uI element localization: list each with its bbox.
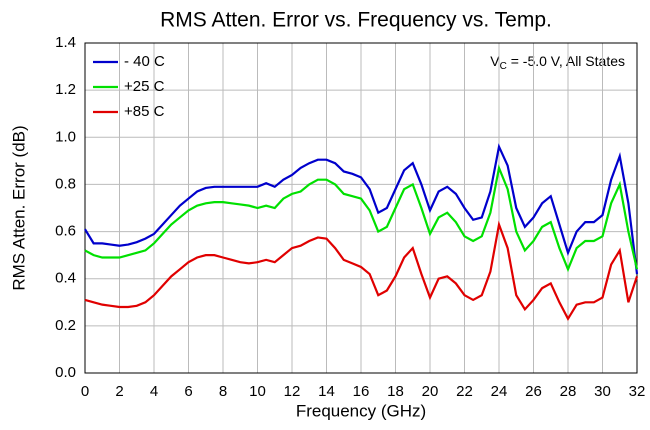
legend-label: - 40 C [124, 53, 165, 70]
y-tick-label: 0.6 [55, 223, 76, 240]
x-tick-label: 10 [249, 383, 266, 400]
x-tick-label: 0 [81, 383, 89, 400]
y-tick-label: 1.2 [55, 81, 76, 98]
x-axis-label: Frequency (GHz) [296, 401, 426, 420]
legend-label: +25 C [124, 78, 165, 95]
annotation: VC = -5.0 V, All States [490, 53, 625, 72]
y-tick-label: 0.4 [55, 270, 76, 287]
x-tick-label: 4 [150, 383, 158, 400]
y-tick-label: 0.2 [55, 317, 76, 334]
chart-title: RMS Atten. Error vs. Frequency vs. Temp. [160, 9, 552, 32]
x-tick-label: 26 [525, 383, 542, 400]
plot-frame [84, 42, 638, 374]
x-tick-label: 12 [284, 383, 301, 400]
annotation-rest: = -5.0 V, All States [507, 53, 625, 69]
x-tick-label: 14 [318, 383, 335, 400]
y-tick-label: 0.0 [55, 364, 76, 381]
x-tick-label: 32 [629, 383, 646, 400]
annotation-text: V [490, 53, 500, 69]
y-tick-label: 1.0 [55, 128, 76, 145]
x-tick-label: 30 [594, 383, 611, 400]
series-line [84, 220, 639, 322]
annotation-subscript: C [500, 61, 507, 72]
x-tick-label: 2 [115, 383, 123, 400]
y-axis-label: RMS Atten. Error (dB) [9, 125, 28, 290]
x-tick-label: 22 [456, 383, 473, 400]
y-tick-label: 1.4 [55, 34, 76, 51]
x-tick-label: 6 [184, 383, 192, 400]
legend-label: +85 C [124, 103, 165, 120]
x-tick-label: 28 [560, 383, 577, 400]
series-line [84, 164, 639, 273]
x-tick-label: 8 [219, 383, 227, 400]
x-tick-label: 18 [387, 383, 404, 400]
x-tick-label: 24 [491, 383, 508, 400]
series-line [84, 143, 639, 275]
y-tick-label: 0.8 [55, 175, 76, 192]
x-tick-label: 20 [422, 383, 439, 400]
x-tick-label: 16 [353, 383, 370, 400]
